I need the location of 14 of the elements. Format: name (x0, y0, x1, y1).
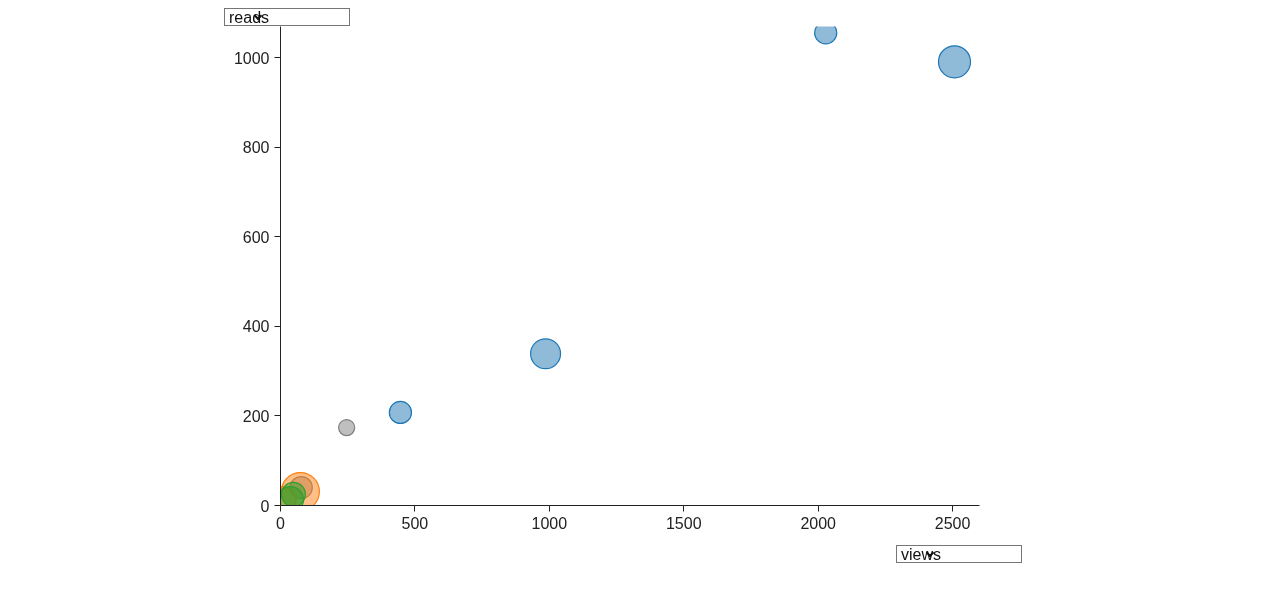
x-tick-label: 0 (276, 514, 286, 532)
x-tick-label: 2500 (934, 514, 971, 532)
x-tick-label: 1000 (531, 514, 568, 532)
y-tick-label: 800 (242, 139, 270, 157)
x-tick-label: 500 (401, 514, 429, 532)
y-tick-label: 200 (242, 407, 270, 425)
x-tick-label: 2000 (800, 514, 837, 532)
y-tick-label: 600 (242, 228, 270, 246)
y-tick-label: 400 (242, 318, 270, 336)
y-axis-title: reads (229, 9, 270, 27)
y-tick-label: 0 (260, 497, 270, 515)
x-tick-label: 1500 (665, 514, 702, 532)
y-tick-label: 1000 (233, 49, 270, 67)
x-axis-title: views (901, 546, 942, 564)
